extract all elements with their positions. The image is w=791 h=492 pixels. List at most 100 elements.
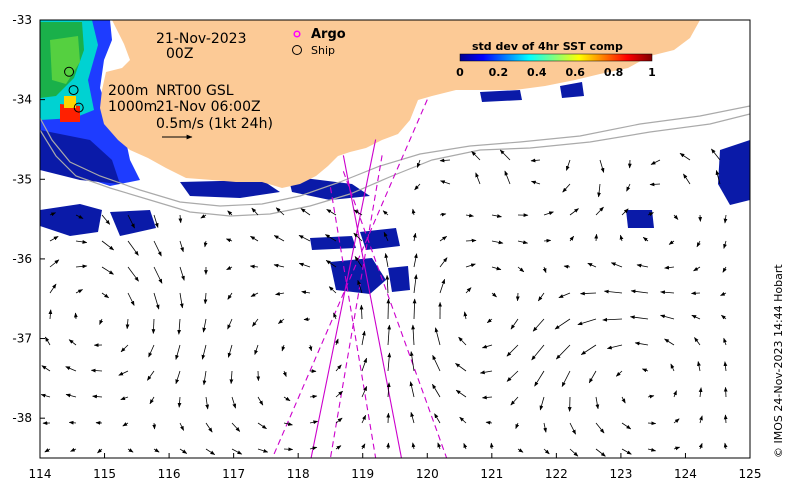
x-axis: 114 115 116 117 118 119 120 121 122 123 124 125 xyxy=(29,453,761,481)
current-vector xyxy=(250,235,259,242)
current-vector xyxy=(510,318,519,330)
current-vector xyxy=(335,390,343,398)
current-vector xyxy=(179,422,185,431)
current-vector xyxy=(569,422,576,435)
current-vector xyxy=(201,344,207,360)
current-vector xyxy=(532,318,545,332)
current-vector xyxy=(361,330,366,346)
current-vector xyxy=(455,389,467,398)
x-tick-label: 120 xyxy=(416,467,439,481)
x-tick-label: 115 xyxy=(93,467,116,481)
current-vector xyxy=(664,265,675,270)
y-tick-label: -35 xyxy=(12,172,32,186)
current-vector xyxy=(149,396,155,405)
current-vector xyxy=(440,180,451,185)
current-vector xyxy=(353,209,363,216)
current-vector xyxy=(151,318,156,334)
current-vector xyxy=(90,368,103,373)
x-tick-label: 124 xyxy=(674,467,697,481)
current-vector xyxy=(40,393,51,398)
current-vector xyxy=(506,344,519,357)
current-vector xyxy=(691,314,701,320)
current-vector xyxy=(309,446,318,451)
current-vector xyxy=(723,442,728,450)
current-vector xyxy=(334,338,339,346)
credit-text: © IMOS 24-Nov-2023 14:44 Hobart xyxy=(772,264,785,458)
current-vector xyxy=(177,396,182,408)
current-vector xyxy=(543,448,550,455)
current-vector xyxy=(697,361,701,372)
current-vector xyxy=(471,151,481,161)
current-vector xyxy=(563,264,571,269)
current-vector xyxy=(491,292,497,298)
current-vector xyxy=(569,448,579,457)
current-vector xyxy=(68,420,77,425)
y-axis: -33 -34 -35 -36 -37 -38 xyxy=(12,13,45,425)
current-vector xyxy=(439,257,448,268)
current-vector xyxy=(283,422,293,426)
current-vector xyxy=(227,292,233,300)
current-vector xyxy=(647,212,654,217)
colorbar-tick-label: 0.8 xyxy=(604,66,624,79)
current-vector xyxy=(387,324,392,346)
current-vector xyxy=(569,208,579,216)
current-vector xyxy=(231,448,243,455)
current-vector xyxy=(382,210,389,216)
current-vector xyxy=(715,170,721,185)
current-vector xyxy=(579,291,597,296)
colorbar-tick-label: 0 xyxy=(456,66,464,79)
current-vector xyxy=(673,418,680,424)
current-vector xyxy=(101,292,110,299)
x-tick-label: 114 xyxy=(29,467,52,481)
legend-ship-label: Ship xyxy=(311,44,335,57)
y-tick-label: -33 xyxy=(12,13,32,27)
current-vector xyxy=(542,266,547,274)
current-vector xyxy=(227,318,233,330)
current-vector xyxy=(531,344,545,361)
current-vector xyxy=(282,370,287,377)
current-vector xyxy=(679,152,691,161)
current-vector xyxy=(629,315,649,320)
current-vector xyxy=(510,396,519,406)
current-vector xyxy=(721,314,727,320)
current-vector xyxy=(698,387,703,398)
current-vector xyxy=(41,365,51,372)
current-vector xyxy=(153,240,162,257)
x-tick-label: 121 xyxy=(480,467,503,481)
current-vector xyxy=(439,158,451,163)
current-vector xyxy=(636,263,649,268)
current-vector xyxy=(75,289,83,294)
y-tick-label: -38 xyxy=(12,411,32,425)
current-vector xyxy=(602,317,623,322)
current-vector xyxy=(99,318,104,325)
current-vector xyxy=(309,420,319,425)
current-vector xyxy=(698,442,703,450)
current-vector xyxy=(491,266,502,271)
current-vector xyxy=(328,286,337,294)
current-vector xyxy=(463,311,468,320)
current-vector xyxy=(597,183,601,198)
current-vector xyxy=(333,312,337,320)
current-vector xyxy=(642,237,649,242)
current-vector xyxy=(634,341,649,346)
current-vector xyxy=(309,394,318,399)
track-line-5 xyxy=(342,171,448,458)
current-vector xyxy=(561,370,571,387)
current-vector xyxy=(439,278,446,294)
current-vector xyxy=(587,262,597,268)
current-vector xyxy=(75,240,88,244)
current-vector xyxy=(432,383,441,398)
current-vector xyxy=(251,207,259,216)
current-vector xyxy=(696,240,701,248)
current-vector xyxy=(44,336,51,346)
current-vector xyxy=(101,266,114,275)
current-vector xyxy=(324,234,337,242)
date-line2: 00Z xyxy=(166,46,193,62)
current-vector xyxy=(610,262,623,268)
current-vector xyxy=(200,214,207,219)
current-vector xyxy=(275,291,285,296)
current-vector xyxy=(179,292,184,309)
current-vector xyxy=(227,210,233,216)
product-label: NRT00 GSL xyxy=(156,83,234,99)
